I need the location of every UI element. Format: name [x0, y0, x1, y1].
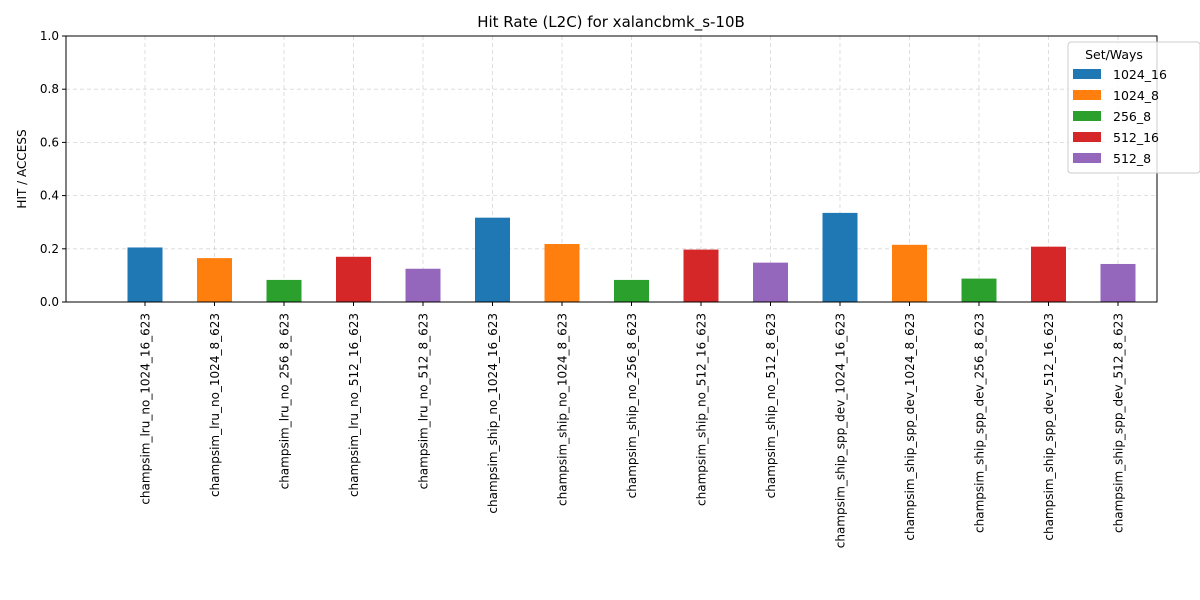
- x-tick-label: champsim_ship_no_1024_8_623: [556, 313, 570, 506]
- bar: [197, 258, 232, 302]
- legend-label: 512_16: [1113, 130, 1159, 145]
- bar: [1031, 246, 1066, 302]
- x-tick-label: champsim_lru_no_512_16_623: [347, 313, 361, 497]
- x-tick-label: champsim_ship_no_1024_16_623: [486, 313, 500, 514]
- x-tick-label: champsim_lru_no_1024_16_623: [139, 313, 153, 505]
- legend-label: 512_8: [1113, 151, 1151, 166]
- bar: [544, 244, 580, 302]
- x-tick-label: champsim_lru_no_1024_8_623: [208, 313, 222, 497]
- legend-label: 1024_16: [1113, 67, 1167, 82]
- x-tick-label: champsim_ship_spp_dev_512_8_623: [1112, 313, 1126, 533]
- bar: [127, 247, 163, 302]
- legend-title: Set/Ways: [1085, 47, 1143, 62]
- y-tick-label: 0.8: [40, 82, 59, 96]
- legend-label: 256_8: [1113, 109, 1151, 124]
- x-tick-label: champsim_ship_spp_dev_1024_16_623: [834, 313, 848, 548]
- y-tick-label: 0.0: [40, 295, 59, 309]
- y-tick-label: 0.4: [40, 189, 59, 203]
- chart-title: Hit Rate (L2C) for xalancbmk_s-10B: [477, 13, 745, 32]
- bar: [683, 249, 719, 302]
- y-tick-label: 0.2: [40, 242, 59, 256]
- legend-swatch: [1073, 153, 1101, 163]
- legend-swatch: [1073, 132, 1101, 142]
- legend-swatch: [1073, 69, 1101, 79]
- x-tick-label: champsim_ship_spp_dev_1024_8_623: [903, 313, 917, 541]
- legend-box: [1067, 41, 1200, 174]
- legend-label: 1024_8: [1113, 88, 1159, 103]
- bar: [266, 279, 302, 302]
- x-tick-label: champsim_ship_spp_dev_256_8_623: [973, 313, 987, 533]
- bar: [822, 212, 858, 302]
- y-axis-label: HIT / ACCESS: [15, 129, 29, 208]
- x-tick-label: champsim_lru_no_256_8_623: [278, 313, 292, 489]
- y-tick-label: 0.6: [40, 135, 59, 149]
- bar: [475, 217, 510, 302]
- x-tick-label: champsim_ship_no_256_8_623: [625, 313, 639, 498]
- bar: [336, 256, 371, 302]
- x-axis-ticks: champsim_lru_no_1024_16_623 champsim_lru_…: [139, 302, 1126, 548]
- x-tick-label: champsim_ship_no_512_16_623: [695, 313, 709, 506]
- legend-swatch: [1073, 111, 1101, 121]
- x-tick-label: champsim_ship_spp_dev_512_16_623: [1042, 313, 1056, 541]
- legend-swatch: [1073, 90, 1101, 100]
- bar: [753, 262, 788, 302]
- x-tick-label: champsim_lru_no_512_8_623: [417, 313, 431, 489]
- bar: [1100, 263, 1136, 302]
- y-tick-label: 1.0: [40, 29, 59, 43]
- bar: [892, 244, 927, 302]
- x-tick-label: champsim_ship_no_512_8_623: [764, 313, 778, 498]
- bar: [405, 268, 441, 302]
- y-axis-ticks: 0.0 0.2 0.4 0.6 0.8 1.0: [40, 29, 66, 309]
- bar: [961, 278, 997, 302]
- legend: Set/Ways 1024_16 1024_8 256_8 512_16 512_8: [1067, 41, 1200, 174]
- bar: [614, 279, 649, 302]
- bars: [127, 212, 1136, 302]
